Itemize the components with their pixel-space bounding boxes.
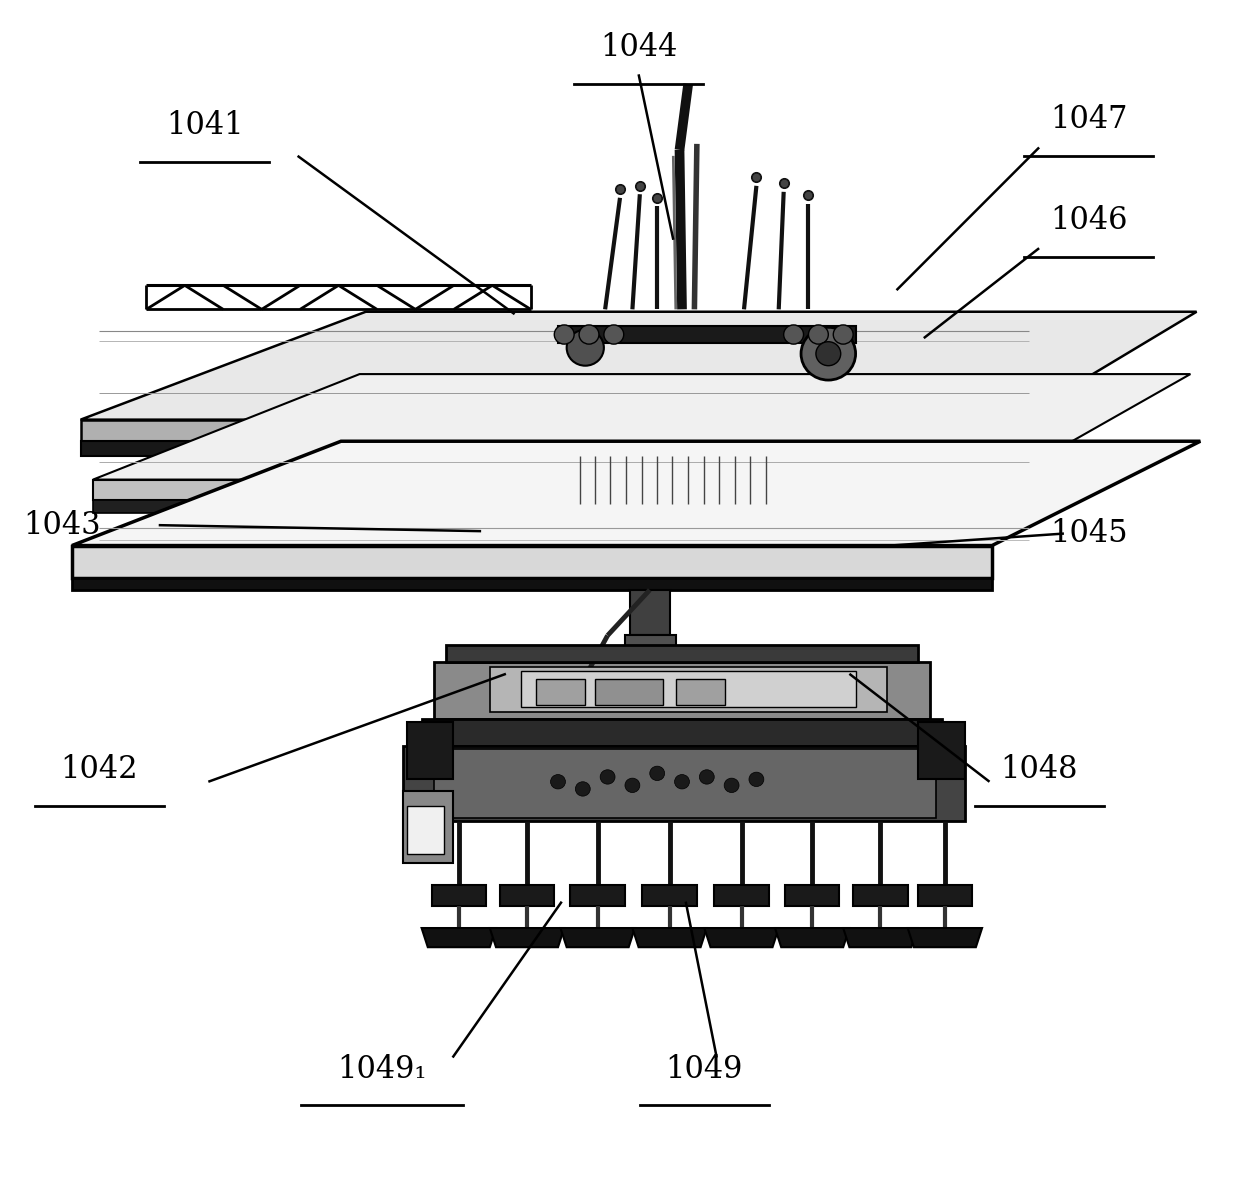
Circle shape	[808, 325, 828, 344]
Polygon shape	[785, 885, 839, 906]
Polygon shape	[81, 312, 1197, 420]
Text: 1046: 1046	[1050, 205, 1127, 236]
Polygon shape	[630, 590, 670, 635]
Polygon shape	[625, 635, 676, 662]
Circle shape	[575, 782, 590, 796]
Bar	[676, 679, 725, 705]
Polygon shape	[521, 671, 856, 707]
Bar	[595, 679, 663, 705]
Circle shape	[833, 325, 853, 344]
Circle shape	[600, 770, 615, 784]
Polygon shape	[500, 885, 554, 906]
Polygon shape	[81, 420, 1017, 441]
Circle shape	[801, 327, 856, 380]
Polygon shape	[81, 441, 1017, 456]
Circle shape	[625, 778, 640, 793]
Polygon shape	[72, 578, 992, 590]
Polygon shape	[775, 928, 849, 947]
Circle shape	[650, 766, 665, 781]
Polygon shape	[446, 645, 918, 662]
Polygon shape	[93, 374, 1190, 480]
Polygon shape	[570, 885, 625, 906]
Bar	[536, 679, 585, 705]
Text: 1045: 1045	[1050, 518, 1127, 549]
Polygon shape	[434, 662, 930, 719]
Polygon shape	[642, 885, 697, 906]
Text: 1042: 1042	[61, 754, 138, 785]
Polygon shape	[490, 667, 887, 712]
Polygon shape	[403, 746, 965, 821]
Polygon shape	[93, 480, 1004, 500]
Polygon shape	[632, 928, 707, 947]
Polygon shape	[558, 326, 856, 343]
Polygon shape	[434, 749, 936, 818]
Circle shape	[699, 770, 714, 784]
Polygon shape	[918, 885, 972, 906]
Polygon shape	[843, 928, 918, 947]
Polygon shape	[403, 791, 453, 863]
Polygon shape	[72, 546, 992, 578]
Bar	[407, 806, 444, 854]
Polygon shape	[432, 885, 486, 906]
Text: 1044: 1044	[600, 32, 677, 64]
Polygon shape	[560, 928, 635, 947]
Circle shape	[784, 325, 804, 344]
Polygon shape	[422, 719, 942, 746]
Polygon shape	[93, 500, 1004, 513]
Circle shape	[675, 775, 689, 789]
Text: 1047: 1047	[1050, 104, 1127, 135]
Polygon shape	[918, 722, 965, 779]
Text: 1049₁: 1049₁	[337, 1054, 427, 1085]
Text: 1048: 1048	[1001, 754, 1078, 785]
Polygon shape	[908, 928, 982, 947]
Polygon shape	[490, 928, 564, 947]
Polygon shape	[422, 928, 496, 947]
Circle shape	[816, 342, 841, 366]
Circle shape	[604, 325, 624, 344]
Circle shape	[749, 772, 764, 787]
Polygon shape	[72, 441, 1200, 546]
Polygon shape	[704, 928, 779, 947]
Polygon shape	[407, 722, 453, 779]
Circle shape	[567, 330, 604, 366]
Polygon shape	[714, 885, 769, 906]
Circle shape	[551, 775, 565, 789]
Text: 1041: 1041	[166, 110, 243, 141]
Circle shape	[554, 325, 574, 344]
Text: 1049: 1049	[666, 1054, 743, 1085]
Circle shape	[579, 325, 599, 344]
Polygon shape	[853, 885, 908, 906]
Text: 1043: 1043	[24, 510, 100, 541]
Circle shape	[724, 778, 739, 793]
